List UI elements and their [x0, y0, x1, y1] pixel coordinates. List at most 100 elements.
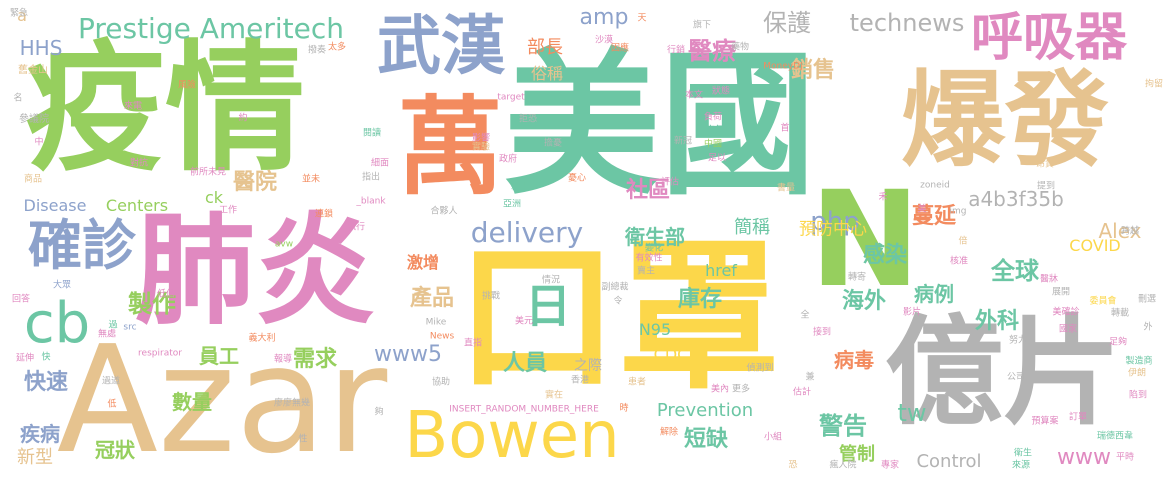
word-avw: avw [274, 239, 294, 250]
word-fuhe: 負荷 [703, 112, 723, 123]
word-kong: 恐 [788, 460, 798, 471]
word-pinggu: 評估 [660, 177, 680, 188]
word-tw: tw [897, 399, 927, 427]
word-www5: www5 [374, 342, 442, 367]
word-centers: Centers [105, 196, 169, 215]
word-guji: 估計 [792, 387, 812, 398]
word-yazhou: 亞洲 [502, 199, 522, 210]
word-php: php [810, 207, 860, 237]
word-qixia: 旗下 [692, 20, 712, 31]
word-bianhua: 變化 [644, 243, 664, 254]
word-jiancheng: 簡稱 [734, 217, 770, 238]
word-nuli: 努力 [1008, 335, 1028, 346]
word-ming: 名 [13, 93, 23, 104]
word-bowen: Bowen [404, 399, 620, 473]
word-waike: 外科 [974, 309, 1020, 334]
word-xinxing: 新型 [17, 447, 53, 468]
word-guanzhi: 管制 [839, 444, 875, 465]
word-yidali: 義大利 [248, 333, 276, 344]
word-ck: ck [204, 188, 224, 207]
word-tiaozhan: 挑戰 [481, 291, 501, 302]
word-xing: 性 [298, 434, 308, 445]
word-control: Control [916, 451, 982, 472]
word-gou: 夠 [374, 407, 384, 418]
word-jizeng: 激增 [406, 253, 440, 272]
word-a: a [17, 6, 27, 25]
word-zhichu: 指出 [361, 172, 381, 183]
word-fengxian: 風險 [177, 80, 197, 91]
word-fuzongcai: 副總裁 [601, 282, 629, 293]
word-guojia: 國家 [1058, 324, 1078, 335]
word-liaoliao: 廖廖無幾 [273, 398, 311, 409]
word-bingwei: 並未 [301, 174, 321, 185]
word-meiquezhen: 美確診 [1052, 307, 1080, 318]
word-cb: cb [23, 291, 91, 356]
word-href: href [705, 261, 737, 280]
word-qiansuoweijian: 前所未見 [189, 167, 227, 178]
word-digu: 低估 [156, 289, 176, 300]
word-shou: 首 [780, 123, 790, 134]
word-qingkuang: 情況 [541, 275, 561, 286]
word-xianggang: 香港 [570, 375, 590, 386]
word-laidian: 來電 [123, 101, 143, 112]
word-covid: COVID [1069, 236, 1121, 255]
word-zhizuo: 製作 [128, 290, 176, 318]
word-gengduo: 更多 [731, 384, 751, 395]
word-shi: 時 [619, 403, 629, 414]
word-tian: 天 [637, 13, 647, 24]
word-meiguo: 美國 [504, 34, 816, 216]
word-quezhen: 確診 [28, 214, 136, 277]
word-di: 低 [107, 399, 117, 410]
word-jinji: 緊急 [9, 8, 29, 19]
word-yinying: 因應 [610, 43, 630, 54]
word-bingdu: 病毒 [834, 348, 874, 372]
word-zhiji: 之際 [574, 358, 602, 374]
word-cdc: CDC [653, 345, 689, 364]
word-pingshi: 平時 [1115, 452, 1135, 463]
word-src: src [123, 322, 137, 333]
word-delivery: delivery [470, 216, 584, 249]
word-baodao: 報導 [273, 354, 293, 365]
word-xiaozu: 小組 [763, 432, 783, 443]
word-bingli: 病例 [914, 282, 954, 306]
word-kouzhao: 口罩 [456, 224, 780, 412]
word-shanxuan: 刪選 [1137, 294, 1157, 305]
word-haiwai: 海外 [841, 289, 887, 314]
word-xiandao: 陷到 [1128, 390, 1148, 401]
word-zuyi: 足以 [707, 153, 727, 164]
word-fengrenyuan: 瘋人院 [829, 460, 857, 471]
word-zoneid: zoneid [920, 180, 950, 191]
word-meiyuan: 美元 [514, 316, 534, 327]
word-kuaisu: 快速 [23, 370, 69, 395]
word-prevention: Prevention [656, 400, 754, 421]
word-a4b3f35b: a4b3f35b [968, 187, 1064, 211]
word-guanzhuang: 冠狀 [95, 438, 135, 462]
word-yiqing: 疫情 [24, 28, 306, 191]
word-zhong: 中 [34, 137, 44, 148]
word-moneydj: MoneyDJ [763, 61, 803, 72]
word-zhuanji: 轉寄 [847, 272, 867, 283]
word-yue: 約 [238, 113, 248, 124]
word-img: img [949, 206, 967, 217]
word-yingxiang: 影響 [471, 133, 491, 144]
word-wuhan: 武漢 [377, 10, 505, 84]
word-prestige: Prestige Ameritech [77, 12, 345, 45]
word-laiyuan: 來源 [1011, 460, 1031, 471]
word-feiyan: 肺炎 [135, 202, 375, 341]
word-target: target [497, 92, 525, 103]
word-zhixing: 執行 [346, 222, 366, 233]
word-he: 禾 [878, 192, 888, 203]
word-zhengfu: 政府 [498, 154, 518, 165]
word-zhizaoshang: 製造商 [1125, 356, 1153, 367]
word-liansuo: 連鎖 [314, 209, 334, 220]
word-insert: INSERT_RANDOM_NUMBER_HERE [449, 404, 599, 415]
word-cuozou: 撥奏 [307, 45, 327, 56]
word-xinwen: 新聞 [510, 182, 530, 193]
word-zhankai: 展開 [1051, 287, 1071, 298]
word-yichuang: 醫牀 [1039, 274, 1059, 285]
word-weiyuanhui: 委員會 [1089, 296, 1117, 307]
word-buzhang: 部長 [527, 37, 563, 58]
word-hezhun: 核准 [949, 256, 969, 267]
word-anggui: 昂貴 [1035, 159, 1055, 170]
word-danyou: 擔憂 [543, 138, 563, 149]
